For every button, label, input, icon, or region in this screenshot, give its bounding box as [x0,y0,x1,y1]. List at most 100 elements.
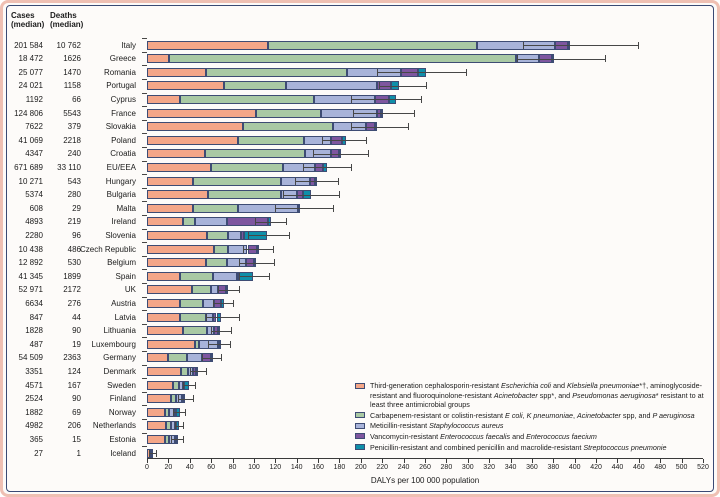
error-bar [312,153,369,155]
deaths-value: 5543 [63,108,81,118]
legend-swatch-vre [355,433,365,440]
x-axis-tick-label: 0 [145,464,149,471]
y-axis-tick [142,337,147,339]
cases-value: 24 021 [18,81,43,91]
error-bar-cap-lo [312,150,314,158]
cases-value: 4347 [25,149,43,159]
x-axis-tick-label: 240 [397,464,410,471]
error-bar-cap-lo [238,259,240,267]
error-bar [207,344,231,346]
error-bar [379,85,427,87]
x-axis-tick [617,459,619,463]
bar-segment-carbapenem-resistant [205,67,347,77]
x-axis-line [147,458,703,459]
bar-segment-carbapenem-resistant [205,258,228,268]
legend-item: Meticillin-resistant Staphylococcus aure… [355,421,711,431]
error-bar [351,99,421,101]
country-label: Slovakia [105,122,136,132]
x-axis-title: DALYs per 100 000 population [370,476,480,485]
x-axis-tick-label: 500 [675,464,688,471]
country-label: Czech Republic [79,244,136,254]
y-axis-tick [142,269,147,271]
error-bar [351,126,408,128]
bar-segment-carbapenem-resistant [192,176,281,186]
y-axis-tick [142,242,147,244]
country-label: Lithuania [103,326,136,336]
country-label: Latvia [114,312,136,322]
y-axis-tick [142,405,147,407]
deaths-value: 69 [72,407,81,417]
bar-segment-carbapenem-resistant [172,380,180,390]
error-bar-cap-hi [220,354,222,362]
error-bar-cap-hi [238,286,240,294]
error-bar [376,72,466,74]
error-bar-cap-lo [149,449,151,457]
error-bar-cap-hi [426,82,428,90]
error-bar-cap-lo [322,136,324,144]
legend-text: Pseudomonas aeruginosa [572,390,656,400]
country-label: Croatia [110,149,136,159]
bar-segment-carbapenem-resistant [256,108,322,118]
error-bar-cap-hi [192,395,194,403]
deaths-value: 219 [67,217,81,227]
error-bar-cap-lo [379,82,381,90]
x-axis-tick-label: 320 [483,464,495,471]
y-axis-tick [142,187,147,189]
cases-value: 608 [29,203,43,213]
y-axis-tick [142,432,147,434]
bar-segment-carbapenem-resistant [183,326,207,336]
legend-text: Acinetobacter [576,410,621,420]
bar-segment-carbapenem-resistant [192,203,238,213]
error-bar [174,425,184,427]
bar-segment-cephalosporin-resistant [147,203,193,213]
cases-value: 2524 [25,394,43,404]
country-label: UK [124,285,136,295]
bar-segment-carbapenem-resistant [165,407,170,417]
error-bar [322,140,367,142]
error-bar [353,113,415,114]
x-axis-tick [660,459,662,463]
deaths-value: 90 [72,394,81,404]
x-axis-tick-label: 440 [611,464,624,471]
bar-segment-cephalosporin-resistant [147,312,181,322]
legend-swatch-carbapenem-resistant [355,412,365,419]
bar-segment-cephalosporin-resistant [147,298,181,308]
error-bar-cap-hi [238,313,240,321]
error-bar-cap-lo [238,272,240,280]
y-axis-tick [142,174,147,176]
country-label: Iceland [110,448,136,458]
y-axis-tick [142,119,147,121]
x-axis-tick-label: 60 [207,464,216,471]
bar-segment-carbapenem-resistant [195,339,200,349]
error-bar-cap-lo [303,163,305,171]
error-bar-cap-lo [516,55,518,63]
country-label: Slovenia [105,230,136,240]
cases-value: 671 689 [14,162,43,172]
y-axis-tick [142,351,147,352]
error-bar-cap-lo [172,408,174,416]
bar-segment-cephalosporin-resistant [147,353,169,363]
x-axis-tick [253,459,255,463]
country-label: Italy [121,40,136,50]
x-axis-tick [489,459,491,463]
bar-segment-carbapenem-resistant [181,366,188,376]
legend-text: and [510,431,527,441]
error-bar-cap-hi [195,381,197,389]
legend-text: Escherichia coli [501,381,551,390]
country-label: Spain [115,271,136,281]
x-axis-tick [318,459,320,463]
bar-segment-cephalosporin-resistant [147,421,167,431]
error-bar-cap-lo [243,245,245,253]
x-axis-tick [703,459,704,463]
y-axis-tick [142,215,147,216]
bar-segment-mrsa [179,380,184,390]
bar-segment-cephalosporin-resistant [147,407,166,417]
x-axis-tick-label: 340 [504,464,517,471]
y-axis-tick [142,255,147,257]
bar-segment-mrsa [195,217,228,227]
cases-column-header: Cases (median) [11,11,45,29]
legend-text: Klebsiella pneumoniae [566,381,640,390]
error-bar-cap-hi [183,422,185,430]
y-axis-tick [142,92,147,94]
